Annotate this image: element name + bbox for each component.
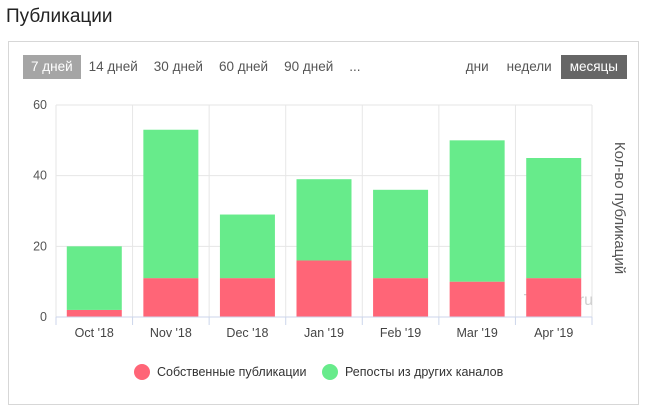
own-bar bbox=[66, 309, 122, 317]
repost-bar bbox=[296, 179, 352, 261]
repost-bar bbox=[449, 140, 505, 282]
x-tick-label: Jan '19 bbox=[304, 326, 344, 340]
y-tick-label: 0 bbox=[40, 310, 47, 324]
legend-reposts-label: Репосты из других каналов bbox=[345, 365, 504, 379]
tab-months[interactable]: месяцы bbox=[560, 55, 627, 79]
x-tick-label: Nov '18 bbox=[150, 326, 192, 340]
repost-bar bbox=[143, 129, 199, 279]
y-axis-title: Кол-во публикаций bbox=[611, 142, 628, 274]
legend-reposts-marker bbox=[322, 364, 338, 380]
repost-bar bbox=[373, 189, 429, 279]
repost-bar bbox=[219, 214, 275, 279]
tab-more[interactable]: ... bbox=[349, 59, 361, 74]
chart-card: 7 дней 14 дней 30 дней 60 дней 90 дней .… bbox=[8, 41, 639, 405]
y-tick-label: 40 bbox=[33, 169, 47, 183]
own-bar bbox=[526, 278, 582, 317]
x-tick-label: Oct '18 bbox=[75, 326, 114, 340]
y-tick-label: 60 bbox=[33, 98, 47, 112]
own-bar bbox=[373, 278, 429, 317]
x-tick-label: Feb '19 bbox=[380, 326, 421, 340]
legend-own-marker bbox=[134, 364, 150, 380]
own-bar bbox=[449, 281, 505, 317]
x-tick-label: Mar '19 bbox=[456, 326, 497, 340]
tab-90-days[interactable]: 90 дней bbox=[284, 59, 334, 74]
own-bar bbox=[219, 278, 275, 317]
repost-bar bbox=[66, 246, 122, 310]
tab-30-days[interactable]: 30 дней bbox=[153, 59, 203, 74]
grouping-tabs: дни недели месяцы bbox=[457, 55, 627, 79]
tab-14-days[interactable]: 14 дней bbox=[88, 59, 138, 74]
legend-own-label: Собственные публикации bbox=[157, 365, 307, 379]
range-tabs: 7 дней 14 дней 30 дней 60 дней 90 дней .… bbox=[23, 55, 369, 79]
x-tick-label: Dec '18 bbox=[226, 326, 268, 340]
page-title: Публикации bbox=[6, 6, 113, 27]
own-bar bbox=[296, 260, 352, 317]
tab-weeks[interactable]: недели bbox=[506, 59, 552, 74]
tab-60-days[interactable]: 60 дней bbox=[218, 59, 269, 74]
y-tick-label: 20 bbox=[33, 239, 47, 253]
tab-days[interactable]: дни bbox=[465, 59, 489, 74]
tab-7-days[interactable]: 7 дней bbox=[23, 55, 81, 79]
repost-bar bbox=[526, 158, 582, 279]
x-tick-label: Apr '19 bbox=[534, 326, 573, 340]
own-bar bbox=[143, 278, 199, 317]
